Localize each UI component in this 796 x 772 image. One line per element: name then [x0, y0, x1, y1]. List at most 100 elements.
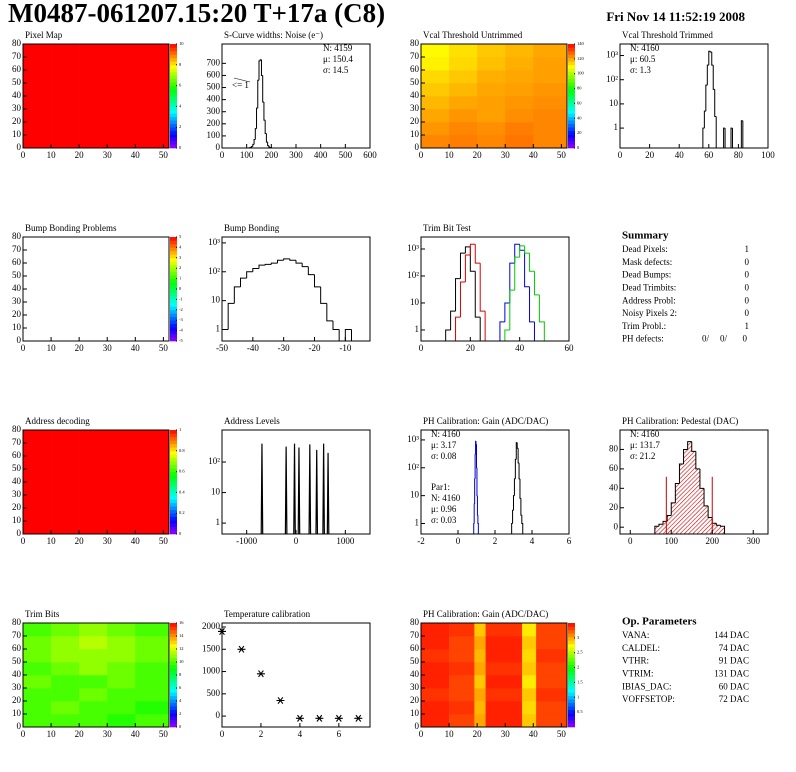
stat-text: N: 4159	[323, 43, 353, 53]
y-tick-label: 30	[12, 296, 22, 306]
histogram-bin	[479, 317, 486, 342]
heatmap-cell	[421, 662, 450, 676]
colorbar-step	[170, 499, 177, 504]
y-tick-label: 10	[12, 708, 22, 718]
histogram-bin	[517, 448, 520, 464]
y-tick-label: 500	[207, 688, 221, 698]
colorbar-step	[170, 716, 177, 721]
histogram-bin	[240, 277, 247, 287]
colorbar-step	[170, 106, 177, 111]
histogram-bin	[455, 278, 461, 312]
heatmap-cell	[23, 714, 52, 728]
histogram-bin	[258, 60, 261, 81]
colorbar-step	[568, 75, 575, 79]
histogram-bin	[715, 116, 724, 149]
colorbar-label: 0	[179, 145, 182, 150]
colorbar-step	[568, 640, 575, 645]
heatmap-cell	[51, 443, 80, 457]
y-tick-label: 80	[12, 617, 22, 627]
heatmap-cell	[485, 636, 523, 650]
colorbar-step	[170, 471, 177, 476]
y-tick-label: 50	[12, 270, 22, 280]
colorbar-label: 20	[577, 130, 582, 135]
heatmap-cell	[79, 521, 108, 535]
x-tick-label: 0	[419, 150, 424, 160]
colorbar-step	[170, 629, 177, 634]
heatmap-cell	[135, 96, 170, 110]
colorbar-label: 6	[179, 83, 182, 88]
colorbar-step	[170, 513, 177, 517]
histogram-bin	[707, 505, 713, 518]
histogram-bin	[719, 525, 726, 534]
summary-label: Noisy Pixels 2:	[622, 308, 677, 318]
y-tick-label: 40	[410, 669, 420, 679]
heatmap-cell	[51, 83, 80, 97]
colorbar-step	[568, 675, 575, 679]
y-tick-label: 70	[12, 630, 22, 640]
x-tick-label: 40	[131, 150, 141, 160]
colorbar-step	[170, 50, 177, 55]
x-tick-label: 0	[220, 729, 225, 739]
colorbar-step	[568, 144, 575, 149]
colorbar-step	[170, 295, 177, 300]
x-tick-label: -20	[309, 343, 321, 353]
heatmap-cell	[421, 688, 450, 702]
histogram-bin	[705, 84, 708, 112]
heatmap-cell	[421, 135, 450, 149]
heatmap-cell	[522, 623, 537, 637]
colorbar-step	[170, 626, 177, 631]
histogram-bin	[262, 75, 264, 103]
stat-text: σ: 14.5	[323, 65, 349, 75]
histogram-bin	[455, 316, 461, 341]
heatmap-cell	[51, 508, 80, 522]
x-tick-label: 40	[131, 536, 141, 546]
plot-frame	[221, 236, 371, 342]
colorbar-step	[170, 323, 177, 328]
heatmap-cell	[421, 714, 450, 728]
histogram-bin	[742, 120, 754, 149]
colorbar-label: 1.5	[577, 679, 583, 684]
summary-value: 0	[745, 270, 750, 280]
heatmap-cell	[474, 714, 486, 728]
x-tick-label: 4	[298, 729, 303, 739]
heatmap-cell	[421, 109, 450, 123]
x-tick-label: 200	[265, 150, 279, 160]
heatmap-cell	[421, 675, 450, 689]
heatmap-cell	[51, 662, 80, 676]
heatmap-cell	[135, 469, 170, 483]
colorbar-label: 0	[179, 286, 182, 291]
colorbar-step	[568, 681, 575, 686]
y-tick-label: 100	[207, 130, 221, 140]
heatmap-cell	[449, 688, 475, 702]
heatmap-cell	[135, 135, 170, 149]
heatmap-cell	[79, 495, 108, 509]
bin-fill	[683, 449, 688, 534]
heatmap-cell	[135, 44, 170, 58]
histogram-bin	[703, 488, 709, 507]
heatmap-cell	[533, 96, 568, 110]
colorbar-step	[170, 681, 177, 686]
colorbar-label: 0.4	[179, 489, 185, 494]
colorbar-label: 0.5	[577, 709, 583, 714]
x-tick-label: 0	[21, 150, 26, 160]
heatmap-cell	[449, 135, 478, 149]
colorbar-step	[170, 450, 177, 455]
heatmap-cell	[79, 649, 108, 663]
histogram-bin	[533, 321, 540, 342]
colorbar-label: -2	[179, 307, 183, 312]
x-tick-label: 200	[705, 536, 719, 546]
x-tick-label: 50	[557, 150, 567, 160]
summary-label: Dead Bumps:	[622, 270, 671, 280]
heatmap-cell	[79, 636, 108, 650]
heatmap-cell	[449, 675, 475, 689]
heatmap-cell	[477, 70, 506, 84]
heatmap-cell	[107, 649, 136, 663]
colorbar-step	[568, 137, 575, 142]
y-tick-label: 70	[410, 630, 420, 640]
heatmap-cell	[477, 96, 506, 110]
spike	[284, 446, 288, 535]
y-tick-label: 1	[415, 324, 420, 334]
summary-label: VTRIM:	[622, 668, 654, 678]
colorbar-step	[170, 109, 177, 114]
heatmap-cell	[474, 675, 486, 689]
